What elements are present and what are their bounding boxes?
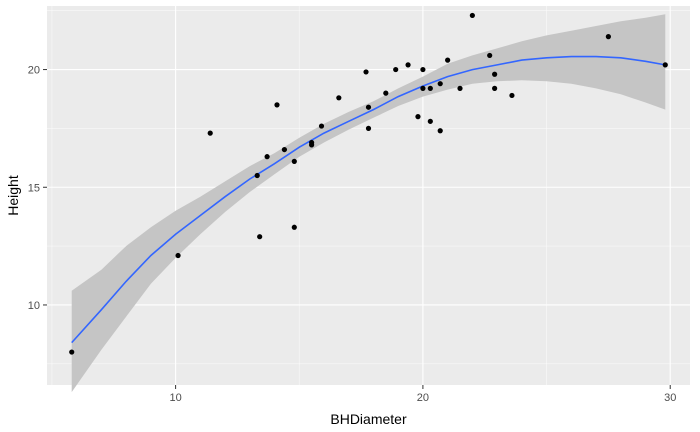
x-axis-title: BHDiameter [330, 411, 407, 427]
data-point [274, 102, 280, 108]
data-point [336, 95, 342, 101]
data-point [509, 92, 515, 99]
y-tick-label: 20 [28, 65, 40, 77]
data-points [69, 12, 668, 355]
data-point [469, 12, 475, 19]
data-point [492, 71, 498, 77]
data-point [257, 234, 263, 240]
data-point [662, 62, 668, 68]
data-point [291, 158, 297, 164]
data-point [457, 85, 463, 91]
data-point [383, 90, 389, 96]
data-point [427, 118, 433, 124]
y-tick-label: 15 [28, 182, 40, 194]
y-axis-ticks: 10 15 20 [28, 65, 47, 312]
data-point [281, 146, 288, 153]
data-point [264, 154, 270, 160]
data-point [309, 139, 315, 146]
data-point [420, 85, 426, 91]
data-point [487, 52, 493, 59]
data-point [492, 85, 498, 91]
data-point [605, 34, 611, 40]
x-tick-label: 20 [417, 392, 429, 404]
data-point [405, 62, 411, 68]
data-point [420, 66, 426, 73]
data-point [207, 130, 213, 136]
confidence-ribbon [71, 14, 666, 393]
data-point [69, 349, 75, 355]
y-axis-title: Height [5, 175, 21, 216]
x-tick-label: 30 [664, 392, 676, 404]
data-point [437, 128, 443, 134]
data-point [318, 123, 325, 129]
data-point [175, 252, 181, 259]
data-point [365, 125, 372, 132]
data-point [427, 85, 433, 91]
data-point [291, 224, 297, 230]
x-tick-label: 10 [169, 392, 181, 404]
data-point [445, 57, 451, 63]
y-tick-label: 10 [28, 300, 40, 312]
x-axis-ticks: 10 20 30 [169, 385, 676, 404]
data-point [363, 69, 369, 75]
data-point [393, 66, 399, 73]
smooth-curve-line [71, 55, 666, 344]
data-point [254, 172, 260, 179]
data-point [437, 81, 443, 87]
data-point [365, 104, 372, 110]
data-point [415, 114, 421, 120]
